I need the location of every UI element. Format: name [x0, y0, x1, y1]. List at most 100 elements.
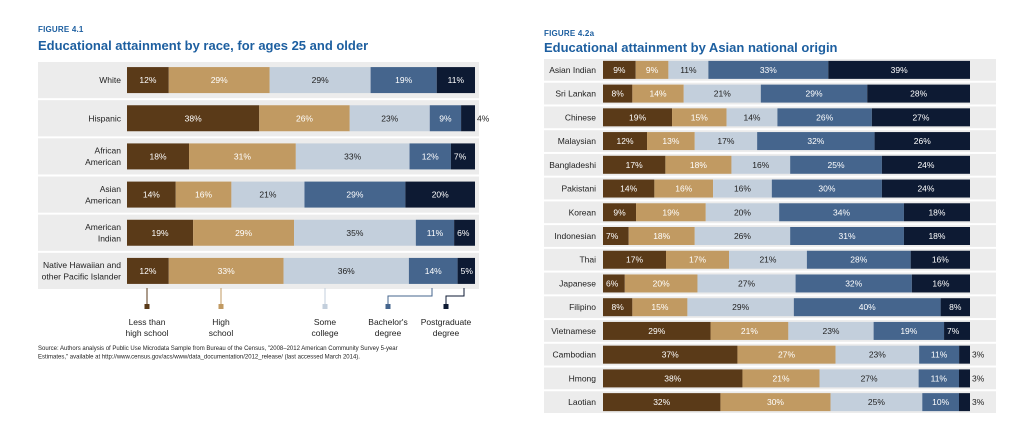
- bar-segment: [795, 274, 912, 293]
- value-label: 12%: [617, 136, 634, 146]
- value-label: 16%: [734, 184, 751, 194]
- bar-segment: [603, 298, 633, 317]
- value-label: 11%: [427, 228, 444, 238]
- bar-segment: [672, 108, 727, 127]
- bar-segment: [408, 257, 458, 284]
- category-label: Cambodian: [553, 350, 597, 360]
- bar-segment: [742, 369, 820, 388]
- bar-segment: [628, 227, 695, 245]
- bar-segment: [867, 84, 970, 103]
- bar-segment: [828, 60, 970, 79]
- bar-segment: [304, 181, 406, 208]
- bar-segment: [454, 219, 475, 246]
- bar-segment: [910, 250, 970, 269]
- value-label: 17%: [689, 255, 706, 265]
- category-label: Indonesian: [554, 231, 596, 241]
- bar-segment: [603, 179, 655, 198]
- value-label: 14%: [743, 112, 760, 122]
- value-label: 25%: [868, 397, 885, 407]
- legend-label: college: [312, 328, 339, 338]
- bar-segment: [370, 67, 437, 94]
- bar-segment: [603, 227, 629, 245]
- value-label: 11%: [680, 65, 697, 75]
- bar-segment: [835, 345, 920, 364]
- figure-label: FIGURE 4.2a: [544, 29, 595, 38]
- bar-segment: [720, 393, 831, 412]
- category-label: Bangladeshi: [549, 160, 596, 170]
- legend-leader: [445, 288, 465, 306]
- category-label: Japanese: [559, 278, 596, 288]
- bar-segment: [259, 105, 350, 132]
- bar-segment: [603, 345, 738, 364]
- value-label: 27%: [778, 350, 795, 360]
- bar-segment: [668, 60, 709, 79]
- value-label: 30%: [767, 397, 784, 407]
- category-label: Pakistani: [562, 184, 597, 194]
- bar-row: Native Hawaiian and other Pacific Islande…: [38, 252, 479, 289]
- value-label: 30%: [818, 184, 835, 194]
- value-label: 12%: [422, 151, 439, 161]
- legend-label: high school: [125, 328, 168, 338]
- category-label: Vietnamese: [551, 326, 596, 336]
- bar-segment: [269, 67, 371, 94]
- bar-segment: [127, 105, 260, 132]
- legend-label: degree: [433, 328, 460, 338]
- bar-row: Pakistani 14% 16% 16% 30% 24%: [544, 177, 996, 200]
- value-label: 38%: [664, 373, 681, 383]
- legend-label: degree: [375, 328, 402, 338]
- value-label: 14%: [620, 184, 637, 194]
- category-label: Thai: [579, 255, 596, 265]
- source-line: Estimates," available at http://www.cens…: [38, 355, 360, 361]
- bar-segment: [168, 257, 284, 284]
- value-label: 34%: [833, 207, 850, 217]
- bar-segment: [694, 132, 758, 151]
- bar-row: Bangladeshi 17% 18% 16% 25% 24%: [544, 153, 996, 176]
- bar-segment: [881, 155, 970, 174]
- bar-segment: [771, 179, 882, 198]
- bar-segment: [687, 298, 794, 317]
- value-label: 8%: [612, 302, 625, 312]
- value-label: 33%: [218, 266, 235, 276]
- value-label: 33%: [760, 65, 777, 75]
- bar-row: Vietnamese 29% 21% 23% 19% 7%: [544, 320, 996, 342]
- bar-segment: [457, 257, 475, 284]
- bar-segment: [731, 155, 791, 174]
- value-label: 31%: [839, 231, 856, 241]
- bar-segment: [729, 250, 807, 269]
- bar-segment: [819, 369, 919, 388]
- value-label: 25%: [828, 160, 845, 170]
- value-label: 29%: [806, 89, 823, 99]
- value-label: 26%: [734, 231, 751, 241]
- bar-segment: [127, 143, 190, 170]
- value-label: 18%: [150, 151, 167, 161]
- bar-segment: [918, 369, 959, 388]
- value-label: 21%: [741, 326, 758, 336]
- figure-label: FIGURE 4.1: [38, 25, 84, 34]
- chart-title: Educational attainment by race, for ages…: [38, 38, 368, 53]
- value-label: 32%: [845, 278, 862, 288]
- value-label: 32%: [653, 397, 670, 407]
- bar-segment: [295, 143, 410, 170]
- legend-leader: [387, 288, 433, 306]
- bar-segment: [726, 108, 778, 127]
- bar-segment: [127, 219, 194, 246]
- value-label: 3%: [972, 397, 985, 407]
- bar-segment: [919, 345, 960, 364]
- value-label: 36%: [338, 266, 355, 276]
- value-label: 28%: [910, 89, 927, 99]
- bar-segment: [874, 132, 970, 151]
- value-label: 24%: [917, 160, 934, 170]
- value-label: 13%: [662, 136, 679, 146]
- category-label: Filipino: [569, 302, 596, 312]
- value-label: 29%: [648, 326, 665, 336]
- value-label: 18%: [690, 160, 707, 170]
- bar-segment: [871, 108, 970, 127]
- bar-segment: [647, 132, 695, 151]
- bar-segment: [436, 67, 475, 94]
- bar-segment: [603, 393, 721, 412]
- category-label: American: [85, 157, 121, 167]
- bar-segment: [830, 393, 923, 412]
- bar-segment: [666, 250, 730, 269]
